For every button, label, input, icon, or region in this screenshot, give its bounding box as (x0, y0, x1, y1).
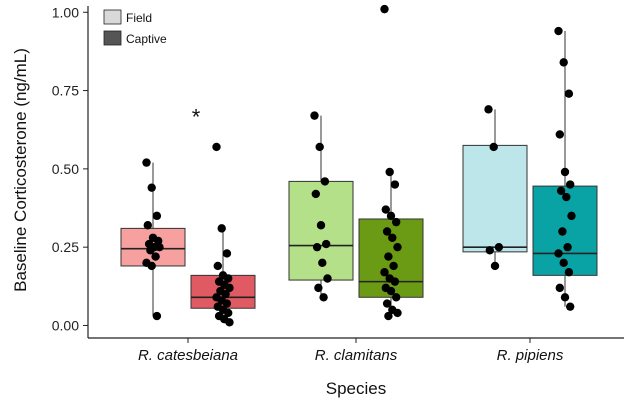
point-rcatesbeiana-field (146, 246, 155, 255)
point-rclamitans-captive (390, 277, 400, 286)
y-tick-label: 0.00 (52, 317, 79, 333)
point-rpipiens-captive (564, 89, 574, 98)
point-rclamitans-field (314, 283, 323, 293)
point-rclamitans-field (319, 293, 328, 302)
point-rclamitans-captive (389, 261, 398, 271)
x-tick-label: R. catesbeiana (138, 347, 238, 364)
point-rpipiens-captive (562, 192, 571, 202)
point-rcatesbeiana-field (151, 252, 160, 261)
point-rclamitans-captive (381, 205, 390, 214)
significance-annotation: * (192, 104, 201, 129)
point-rclamitans-field (316, 221, 326, 230)
point-rpipiens-captive (559, 258, 568, 268)
point-rcatesbeiana-captive (225, 283, 234, 293)
point-rcatesbeiana-captive (224, 274, 233, 283)
point-rcatesbeiana-field (155, 242, 164, 252)
point-rclamitans-captive (392, 293, 401, 302)
point-rcatesbeiana-field (147, 183, 156, 192)
x-tick-label: R. pipiens (497, 347, 564, 364)
point-rclamitans-field (312, 242, 322, 252)
point-rclamitans-field (318, 258, 327, 268)
point-rclamitans-field (315, 142, 324, 152)
point-rcatesbeiana-captive (221, 289, 230, 299)
point-rclamitans-captive (382, 227, 392, 236)
point-rcatesbeiana-field (154, 236, 163, 246)
point-rclamitans-field (322, 239, 331, 249)
point-rclamitans-captive (386, 211, 396, 221)
point-rclamitans-captive (384, 252, 393, 261)
point-rcatesbeiana-captive (225, 318, 234, 327)
point-rcatesbeiana-field (147, 261, 156, 271)
point-rcatesbeiana-captive (222, 249, 232, 258)
point-rpipiens-captive (556, 186, 566, 195)
point-rcatesbeiana-field (142, 158, 151, 167)
point-rclamitans-captive (393, 242, 402, 252)
point-rcatesbeiana-captive (213, 261, 222, 271)
point-rclamitans-captive (380, 4, 389, 14)
y-tick-label: 1.00 (52, 4, 79, 20)
point-rclamitans-captive (388, 233, 397, 242)
y-tick-label: 0.75 (52, 83, 79, 99)
legend-swatch-field (103, 9, 122, 25)
x-axis-title: Species (326, 379, 386, 398)
point-rpipiens-field (489, 142, 498, 152)
point-rclamitans-captive (382, 299, 392, 308)
point-rcatesbeiana-field (152, 311, 162, 321)
point-rclamitans-captive (384, 311, 393, 321)
point-rcatesbeiana-captive (222, 299, 232, 308)
legend-swatch-captive (103, 30, 122, 46)
point-rclamitans-field (311, 189, 320, 199)
point-rclamitans-captive (385, 167, 394, 177)
legend-label-field: Field (126, 11, 152, 25)
point-rclamitans-captive (393, 308, 402, 318)
y-tick-label: 0.50 (52, 161, 79, 177)
point-rclamitans-field (320, 177, 330, 186)
point-rclamitans-captive (392, 217, 401, 227)
x-tick-label: R. clamitans (315, 347, 398, 364)
point-rcatesbeiana-field (152, 211, 162, 221)
point-rpipiens-captive (559, 58, 568, 67)
point-rclamitans-field (310, 111, 319, 120)
point-rpipiens-captive (566, 302, 575, 311)
point-rclamitans-field (323, 274, 332, 283)
point-rclamitans-captive (386, 286, 396, 296)
y-axis-title: Baseline Corticosterone (ng/mL) (11, 48, 30, 292)
point-rclamitans-captive (390, 180, 400, 189)
point-rpipiens-captive (566, 180, 575, 189)
point-rcatesbeiana-captive (217, 224, 226, 233)
point-rpipiens-field (490, 261, 500, 271)
point-rpipiens-captive (554, 26, 563, 36)
point-rpipiens-captive (563, 242, 572, 252)
box-rpipiens-field (462, 144, 528, 253)
point-rpipiens-field (485, 246, 494, 255)
legend-label-captive: Captive (126, 32, 167, 46)
point-rpipiens-captive (555, 130, 564, 139)
point-rpipiens-field (494, 242, 504, 252)
point-rpipiens-captive (560, 293, 570, 302)
point-rclamitans-captive (380, 268, 389, 277)
point-rpipiens-field (484, 105, 493, 114)
point-rcatesbeiana-captive (212, 142, 221, 152)
point-rpipiens-captive (558, 227, 567, 236)
y-tick-label: 0.25 (52, 239, 79, 255)
point-rpipiens-captive (567, 211, 576, 221)
legend: Field Captive (103, 9, 167, 46)
point-rpipiens-captive (560, 167, 570, 177)
point-rcatesbeiana-captive (224, 308, 233, 318)
point-rpipiens-captive (564, 268, 574, 277)
point-rpipiens-captive (554, 249, 563, 258)
point-rcatesbeiana-field (143, 221, 152, 230)
point-rpipiens-captive (555, 283, 564, 293)
